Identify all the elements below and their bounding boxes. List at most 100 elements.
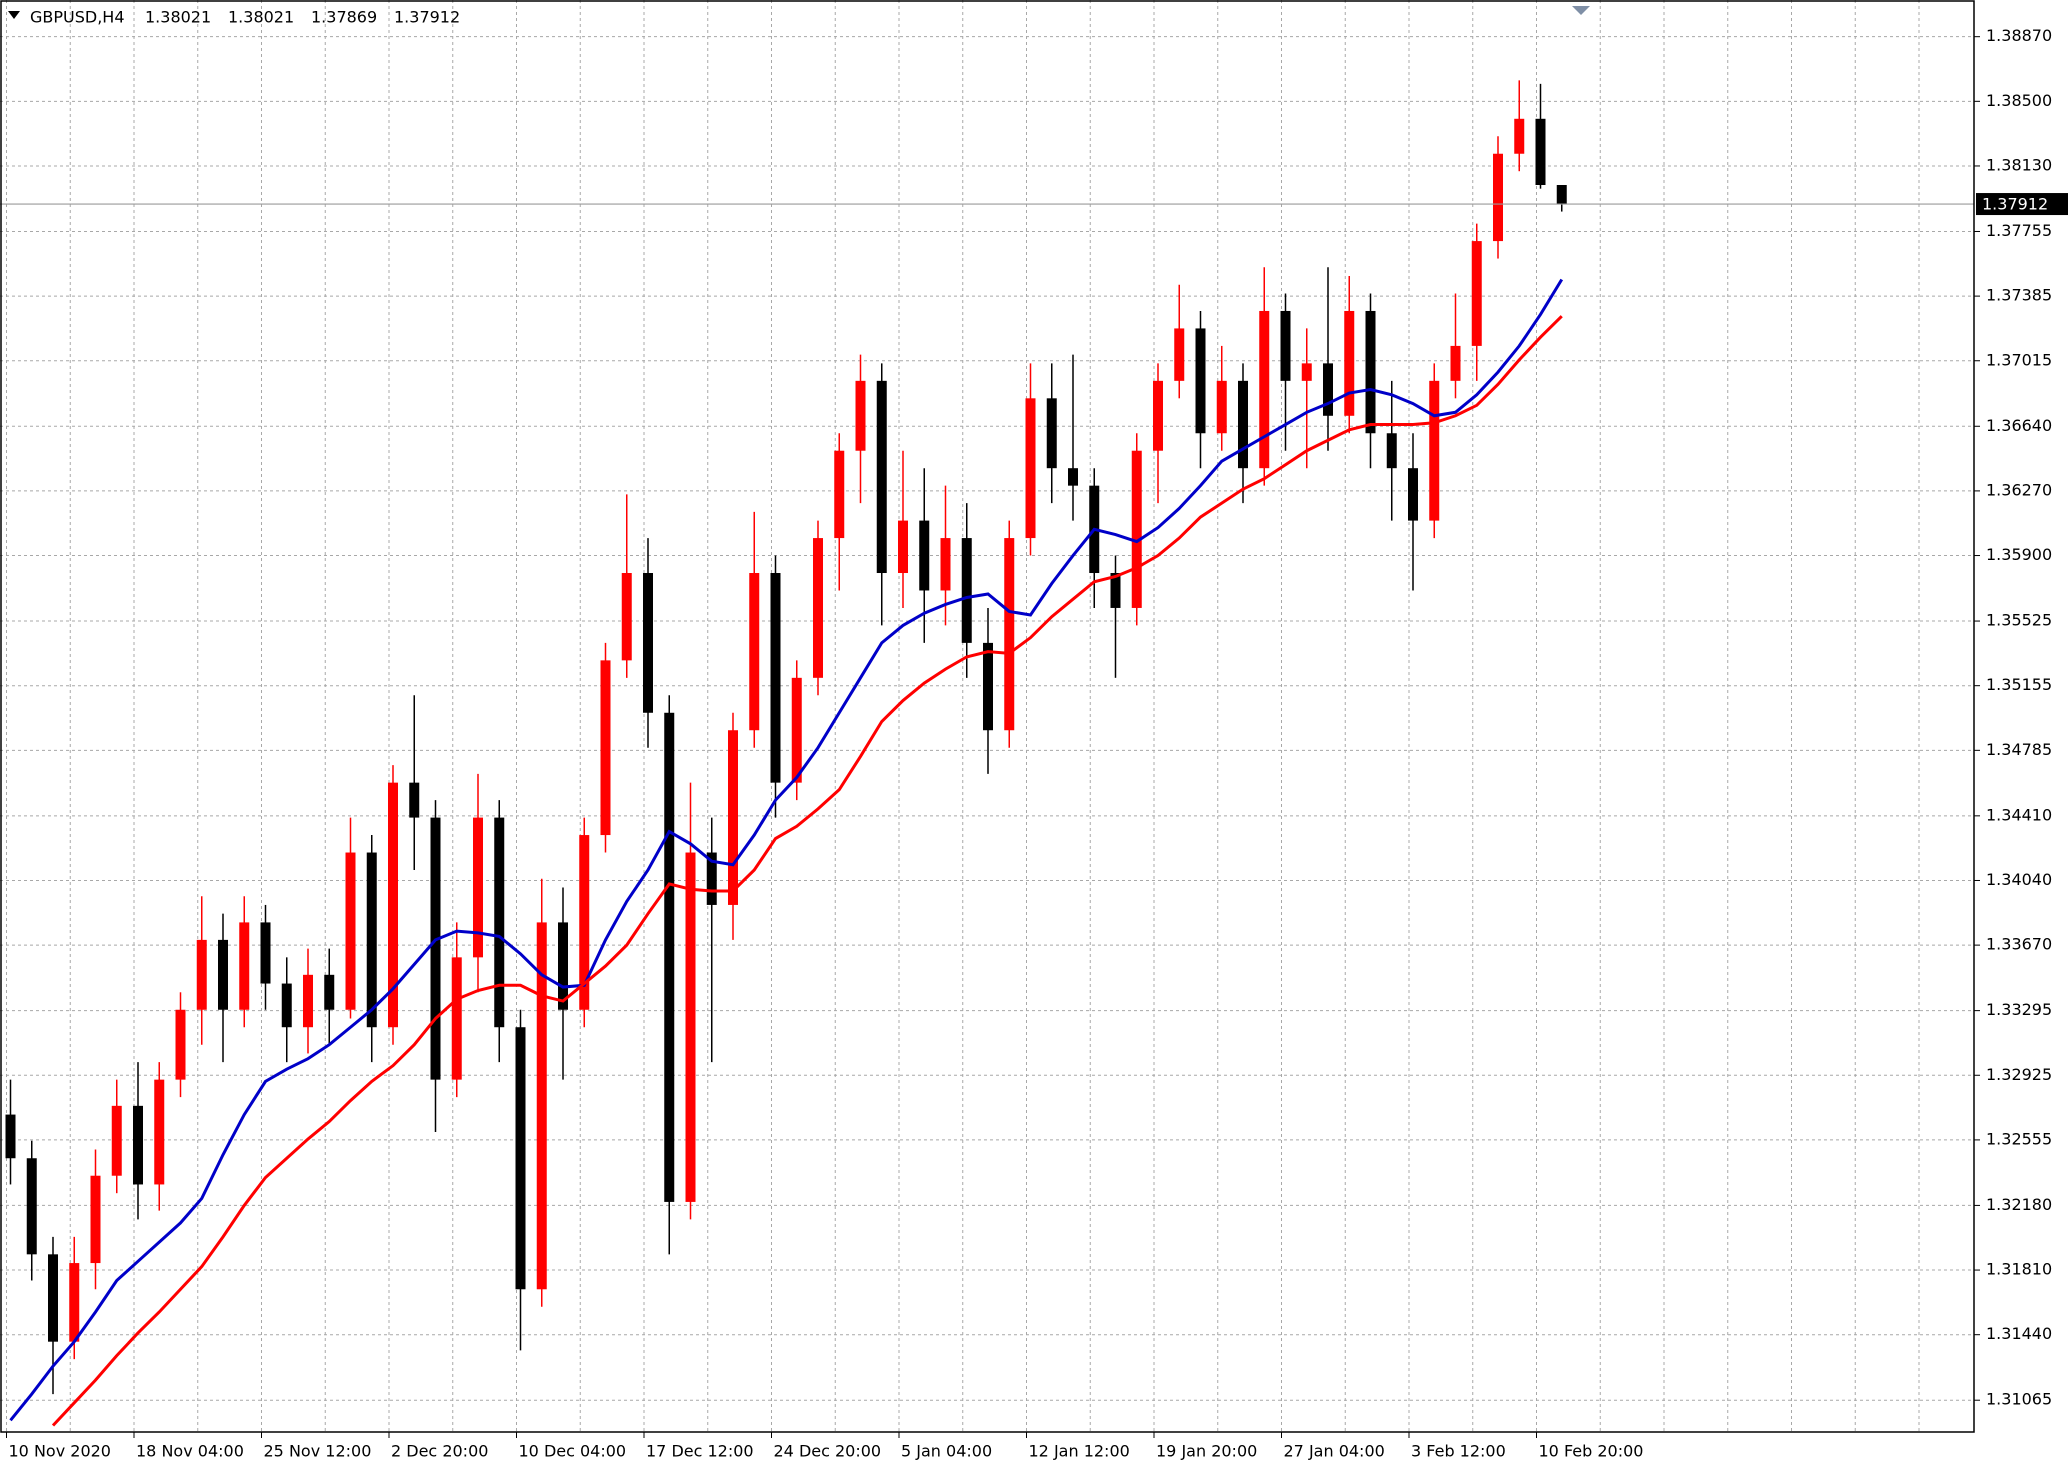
- candle-body: [579, 835, 590, 1010]
- candle-body: [409, 782, 420, 818]
- candle-body: [1110, 573, 1121, 608]
- x-tick-label: 25 Nov 12:00: [264, 1442, 372, 1461]
- y-tick-label: 1.32555: [1986, 1129, 2052, 1148]
- candle-body: [345, 852, 356, 1010]
- x-tick-label: 2 Dec 20:00: [391, 1442, 488, 1461]
- shift-marker[interactable]: [1572, 6, 1590, 15]
- candle-body: [133, 1105, 143, 1185]
- candle-body: [770, 573, 781, 783]
- candle-body: [1450, 345, 1461, 381]
- y-tick-label: 1.33295: [1986, 1000, 2052, 1019]
- candle-body: [600, 660, 611, 836]
- candle-body: [196, 939, 207, 1010]
- candle-body: [303, 974, 313, 1028]
- candle-body: [366, 852, 377, 1028]
- candle-body: [1386, 433, 1397, 469]
- header-open: 1.38021: [145, 8, 211, 27]
- symbol-label: GBPUSD,H4: [30, 8, 125, 27]
- x-tick-label: 10 Dec 04:00: [519, 1442, 627, 1461]
- y-tick-label: 1.35155: [1986, 675, 2052, 694]
- x-tick-label: 17 Dec 12:00: [646, 1442, 754, 1461]
- menu-triangle[interactable]: [8, 11, 20, 19]
- x-tick-label: 10 Nov 2020: [9, 1442, 111, 1461]
- candle-body: [728, 730, 738, 905]
- candle-body: [1408, 468, 1418, 521]
- candle-body: [218, 939, 228, 1010]
- y-tick-label: 1.31440: [1986, 1324, 2052, 1343]
- candle-body: [175, 1009, 186, 1080]
- candle-body: [643, 573, 653, 713]
- candle-body: [536, 922, 547, 1290]
- candle-body: [1493, 153, 1503, 242]
- moving-average-line: [9, 278, 1564, 1422]
- candle-body: [1174, 328, 1185, 381]
- candle-body: [1280, 310, 1291, 381]
- candle-body: [1004, 538, 1015, 731]
- x-tick-label: 5 Jan 04:00: [901, 1442, 992, 1461]
- candle-body: [1131, 450, 1142, 608]
- candle-body: [1514, 118, 1525, 154]
- candle-body: [69, 1263, 80, 1342]
- y-tick-label: 1.36640: [1986, 416, 2052, 435]
- moving-average-line: [51, 315, 1563, 1427]
- candle-body: [1344, 310, 1355, 416]
- candle-body: [983, 642, 993, 731]
- y-tick-label: 1.32925: [1986, 1065, 2052, 1084]
- x-tick-label: 12 Jan 12:00: [1029, 1442, 1130, 1461]
- candle-body: [515, 1027, 526, 1290]
- y-tick-label: 1.38870: [1986, 26, 2052, 45]
- x-tick-label: 10 Feb 20:00: [1539, 1442, 1644, 1461]
- candle-body: [473, 817, 483, 958]
- y-tick-label: 1.34040: [1986, 870, 2052, 889]
- candle-body: [1259, 310, 1270, 469]
- candle-body: [621, 573, 632, 661]
- y-tick-label: 1.37015: [1986, 350, 2052, 369]
- x-tick-label: 3 Feb 12:00: [1411, 1442, 1506, 1461]
- y-tick-label: 1.31810: [1986, 1260, 2052, 1279]
- candle-body: [1365, 310, 1376, 434]
- candle-body: [90, 1175, 101, 1264]
- candle-body: [1025, 398, 1036, 539]
- candle-body: [898, 520, 908, 574]
- y-tick-label: 1.38500: [1986, 91, 2052, 110]
- candle-body: [813, 538, 823, 678]
- candle-body: [1216, 380, 1227, 434]
- candle-body: [5, 1114, 16, 1159]
- candle-body: [111, 1105, 122, 1176]
- y-tick-label: 1.35900: [1986, 545, 2052, 564]
- candle-body: [388, 782, 398, 1028]
- candle-body: [1429, 380, 1440, 521]
- candle-body: [706, 852, 717, 905]
- candle-body: [685, 852, 696, 1202]
- plot-frame: [0, 0, 1975, 1433]
- candle-body: [1323, 363, 1333, 416]
- header-low: 1.37869: [311, 8, 377, 27]
- y-tick-label: 1.35525: [1986, 611, 2052, 630]
- candle-body: [324, 974, 335, 1010]
- candle-body: [281, 983, 292, 1028]
- candle-body: [1238, 380, 1248, 469]
- candle-body: [834, 450, 845, 539]
- y-tick-label: 1.33670: [1986, 935, 2052, 954]
- candle-body: [664, 712, 675, 1202]
- x-tick-label: 24 Dec 20:00: [774, 1442, 882, 1461]
- candle-body: [154, 1079, 165, 1185]
- candle-body: [494, 817, 505, 1028]
- candle-body: [48, 1254, 58, 1342]
- candle-body: [26, 1158, 37, 1255]
- y-tick-label: 1.34785: [1986, 740, 2052, 759]
- candle-body: [1556, 185, 1567, 205]
- candle-body: [876, 380, 887, 574]
- current-price-box: [1976, 193, 2068, 216]
- y-tick-label: 1.37755: [1986, 221, 2052, 240]
- candle-body: [791, 677, 802, 783]
- grid: [0, 0, 1974, 1432]
- x-tick-label: 27 Jan 04:00: [1284, 1442, 1385, 1461]
- x-tick-label: 18 Nov 04:00: [136, 1442, 244, 1461]
- candle-body: [1195, 328, 1206, 434]
- candle-body: [1068, 468, 1078, 486]
- y-tick-label: 1.31065: [1986, 1390, 2052, 1409]
- candle-body: [919, 520, 930, 591]
